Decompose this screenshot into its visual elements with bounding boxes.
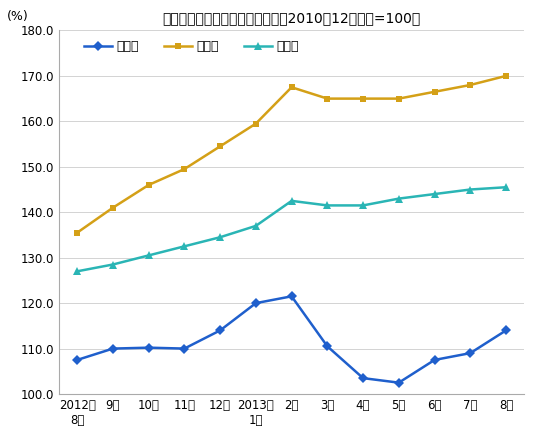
猪　肉 (217, 328, 223, 333)
羊　肉 (431, 191, 438, 197)
羊　肉 (110, 262, 116, 267)
猪　肉 (395, 380, 402, 385)
Line: 羊　肉: 羊 肉 (73, 183, 510, 276)
牛　肉 (503, 73, 509, 78)
牛　肉 (431, 89, 438, 95)
牛　肉 (110, 205, 116, 210)
羊　肉 (181, 244, 188, 249)
羊　肉 (360, 203, 366, 208)
猪　肉 (253, 300, 259, 306)
羊　肉 (253, 223, 259, 229)
羊　肉 (467, 187, 473, 192)
猪　肉 (110, 346, 116, 351)
羊　肉 (288, 198, 295, 204)
牛　肉 (74, 230, 80, 235)
牛　肉 (181, 166, 188, 172)
牛　肉 (146, 182, 152, 187)
Line: 牛　肉: 牛 肉 (74, 72, 509, 236)
牛　肉 (467, 82, 473, 88)
牛　肉 (217, 144, 223, 149)
羊　肉 (503, 184, 509, 190)
Line: 猪　肉: 猪 肉 (74, 293, 509, 386)
羊　肉 (74, 268, 80, 274)
猪　肉 (431, 357, 438, 363)
羊　肉 (324, 203, 331, 208)
猪　肉 (181, 346, 188, 351)
牛　肉 (395, 96, 402, 101)
Legend: 猪　肉, 牛　肉, 羊　肉: 猪 肉, 牛 肉, 羊 肉 (84, 40, 299, 53)
猪　肉 (74, 357, 80, 363)
猪　肉 (146, 345, 152, 350)
牛　肉 (360, 96, 366, 101)
猪　肉 (467, 350, 473, 356)
牛　肉 (288, 85, 295, 90)
羊　肉 (217, 235, 223, 240)
猪　肉 (288, 294, 295, 299)
Y-axis label: (%): (%) (6, 10, 28, 23)
猪　肉 (360, 375, 366, 381)
羊　肉 (146, 253, 152, 258)
羊　肉 (395, 196, 402, 201)
猪　肉 (503, 328, 509, 333)
猪　肉 (324, 344, 331, 349)
牛　肉 (253, 121, 259, 126)
牛　肉 (324, 96, 331, 101)
Title: 猪肉、牛肉、羊肉价格变动情况（2010年12月价格=100）: 猪肉、牛肉、羊肉价格变动情况（2010年12月价格=100） (163, 11, 421, 25)
